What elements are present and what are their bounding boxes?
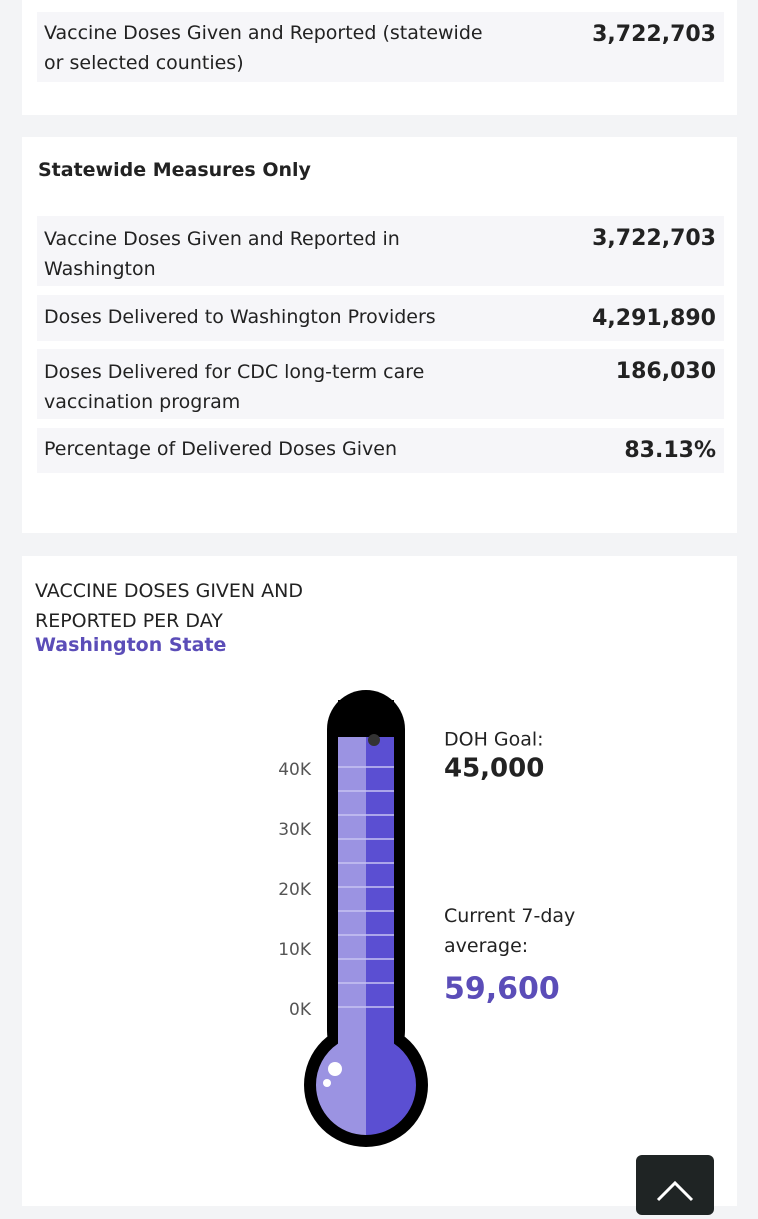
goal-label: DOH Goal:: [444, 729, 544, 751]
card: Vaccine Doses Given and Reported (statew…: [22, 0, 737, 115]
row-label: Vaccine Doses Given and Reported in Wash…: [44, 228, 400, 280]
row-label: Percentage of Delivered Doses Given: [44, 438, 398, 460]
y-tick-label: 10K: [278, 940, 312, 960]
goal-marker: [368, 734, 380, 746]
chart-subtitle: Washington State: [35, 634, 227, 656]
chart-title: VACCINE DOSES GIVEN AND REPORTED PER DAY: [35, 580, 304, 632]
section-title: Statewide Measures Only: [38, 159, 311, 181]
tube-cap: [338, 700, 394, 737]
current-value: 59,600: [444, 972, 560, 1007]
highlight: [328, 1062, 342, 1076]
row: Doses Delivered for CDC long-term care v…: [37, 349, 724, 419]
chevron: [656, 1180, 694, 1202]
highlight: [323, 1079, 331, 1087]
y-tick-label: 20K: [278, 880, 312, 900]
row: Doses Delivered to Washington Providers …: [37, 295, 724, 341]
row: Percentage of Delivered Doses Given 83.1…: [37, 428, 724, 473]
row-label: Doses Delivered for CDC long-term care v…: [44, 361, 425, 413]
row: Vaccine Doses Given and Reported (statew…: [37, 12, 724, 82]
row-value: 3,722,703: [592, 22, 716, 47]
row-value: 83.13%: [624, 438, 716, 463]
scroll-top-button[interactable]: [636, 1155, 714, 1215]
current-label: Current 7-day average:: [444, 905, 575, 957]
y-tick-label: 30K: [278, 820, 312, 840]
row-value: 3,722,703: [592, 226, 716, 251]
y-tick-label: 40K: [278, 760, 312, 780]
row-value: 4,291,890: [592, 306, 716, 331]
row: Vaccine Doses Given and Reported in Wash…: [37, 216, 724, 286]
row-value: 186,030: [615, 359, 716, 384]
y-tick-label: 0K: [289, 1000, 312, 1020]
card: Statewide Measures Only Vaccine Doses Gi…: [22, 137, 737, 533]
row-label: Doses Delivered to Washington Providers: [44, 306, 436, 328]
row-label: Vaccine Doses Given and Reported (statew…: [44, 22, 483, 74]
goal-value: 45,000: [444, 754, 544, 784]
